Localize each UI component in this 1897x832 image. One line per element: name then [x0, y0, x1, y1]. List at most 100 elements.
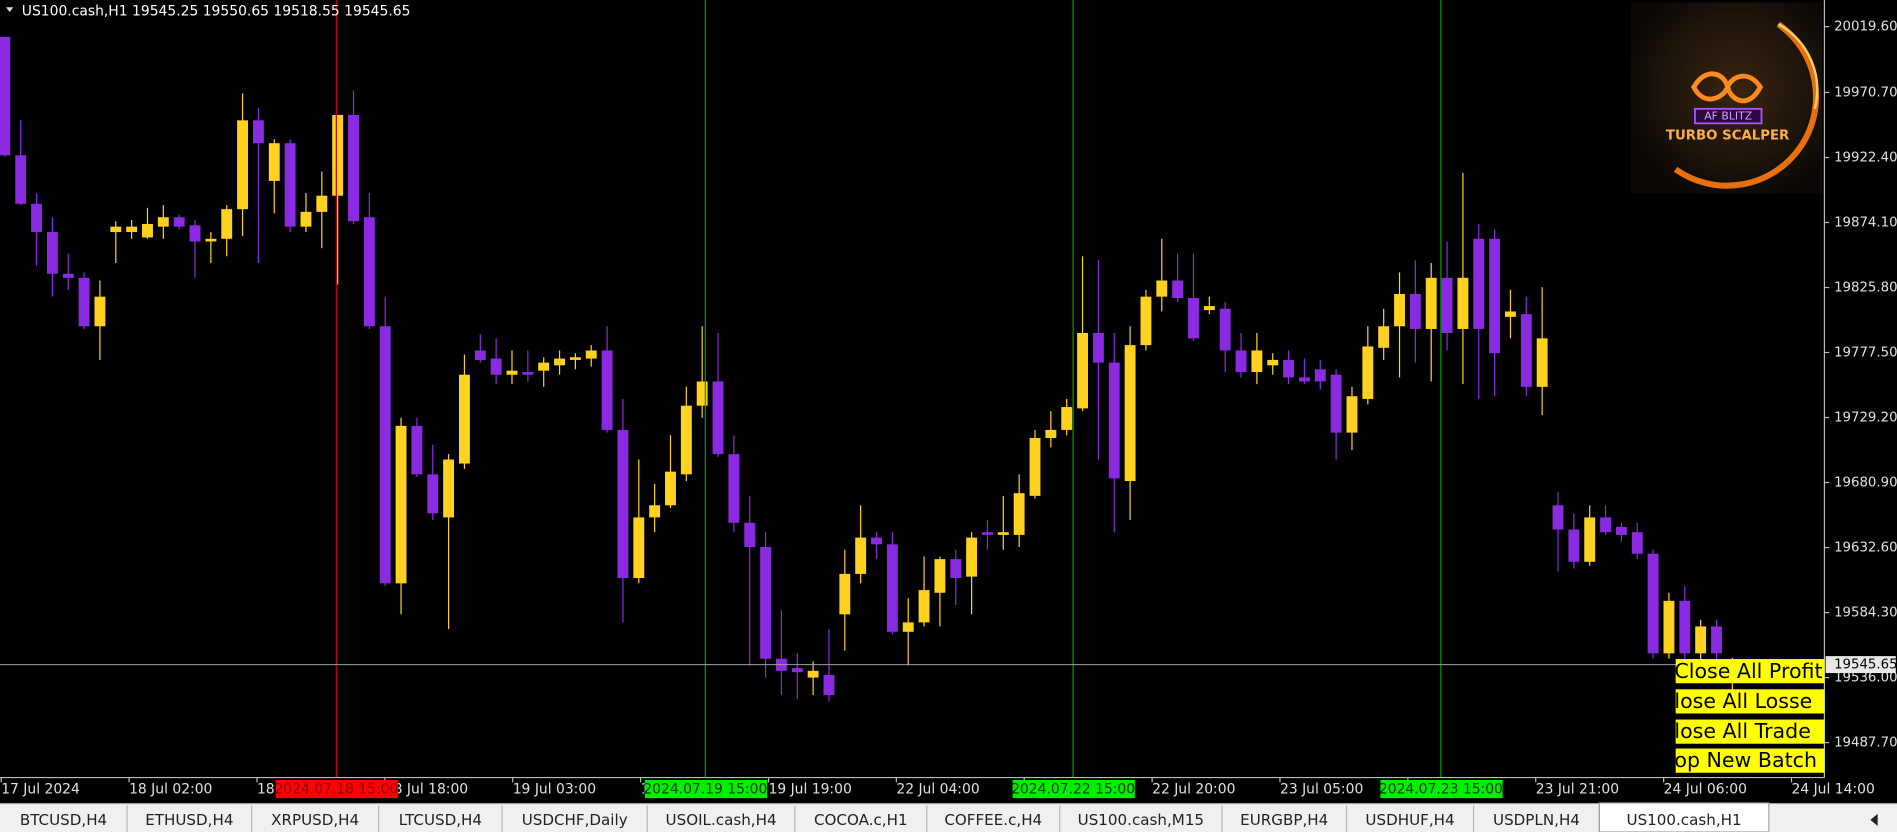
action-button[interactable] [1675, 719, 1825, 744]
action-button-label[interactable]: Close All Profit [1674, 659, 1823, 683]
logo: AF BLITZ TURBO SCALPER [1630, 2, 1822, 194]
logo-name: TURBO SCALPER [1666, 128, 1789, 143]
candle-body [760, 547, 772, 659]
logo-bg [1630, 2, 1822, 194]
candle-body [554, 358, 565, 366]
candle-body [1267, 359, 1279, 366]
candle-body [601, 350, 613, 430]
candle-body [934, 559, 946, 593]
candle-body [839, 573, 851, 615]
tab[interactable]: USOIL.cash,H4 [666, 811, 777, 829]
action-button-label[interactable]: lose All Trade [1674, 719, 1811, 743]
action-button[interactable] [1675, 689, 1825, 714]
candle-body [237, 120, 249, 210]
candle-body [807, 670, 819, 678]
candle-body [1663, 600, 1675, 654]
candle-body [696, 381, 708, 406]
candle-body [1092, 332, 1104, 363]
candle-body [1203, 306, 1215, 311]
candle-body [1457, 277, 1469, 329]
tab[interactable]: USDHUF,H4 [1365, 811, 1454, 829]
candle-body [823, 674, 835, 696]
candle-body [902, 622, 914, 632]
tab-bar [0, 802, 1897, 832]
candle-body [997, 532, 1009, 535]
candle-body [1140, 296, 1152, 346]
y-tick-label: 20019.60 [1834, 20, 1897, 35]
current-price-box [1825, 656, 1896, 674]
candle-body [617, 429, 629, 578]
candle-body [918, 590, 930, 623]
tab[interactable]: US100.cash,M15 [1078, 811, 1204, 829]
candle-body [379, 326, 391, 584]
tab-active[interactable]: US100.cash,H1 [1627, 811, 1742, 829]
x-tick-label: 17 Jul 2024 [1, 782, 80, 798]
tab[interactable]: BTCUSD,H4 [20, 811, 107, 829]
candle-body [110, 226, 122, 233]
action-button-label[interactable]: op New Batch [1674, 748, 1817, 772]
candle-body [1330, 374, 1342, 433]
candle-body [252, 120, 264, 144]
x-tick-label: 24 Jul 14:00 [1792, 782, 1875, 798]
candle-body [1473, 238, 1485, 329]
candle-body [205, 238, 217, 242]
candle-body [1584, 517, 1596, 562]
event-label-bg [644, 780, 768, 799]
candle-body [1283, 359, 1295, 378]
candle-body [791, 668, 803, 673]
candle-body [855, 537, 867, 574]
candle-body [1552, 505, 1564, 530]
candle-body [1409, 293, 1421, 329]
candle-body [1631, 532, 1643, 554]
tab[interactable]: LTCUSD,H4 [399, 811, 482, 829]
menu-triangle [6, 7, 14, 13]
tab-active-bg[interactable] [1598, 802, 1770, 832]
action-button-label[interactable]: lose All Losse [1674, 689, 1813, 713]
x-tick-label: 19 Jul 19:00 [768, 782, 851, 798]
candle-body [1346, 396, 1358, 433]
candle-body [1156, 280, 1168, 297]
candle-body [649, 505, 661, 518]
tab[interactable]: XRPUSD,H4 [271, 811, 359, 829]
logo-badge [1694, 107, 1763, 125]
candle-body [31, 203, 42, 233]
tab[interactable]: USDPLN,H4 [1493, 811, 1580, 829]
candle-body [1695, 626, 1707, 654]
candle-body [395, 425, 407, 584]
candle-body [1061, 407, 1073, 430]
candle-body [268, 143, 280, 181]
candle-body [1378, 326, 1390, 348]
candle-body [1711, 626, 1722, 654]
candle-body [332, 114, 344, 196]
tab[interactable]: COFFEE.c,H4 [944, 811, 1042, 829]
candle-body [1647, 553, 1659, 654]
candle-body [1425, 277, 1437, 329]
action-button[interactable] [1675, 659, 1825, 684]
candle-body [1013, 493, 1025, 535]
tab[interactable]: USDCHF,Daily [522, 811, 628, 829]
candle-body [78, 277, 90, 327]
y-tick-label: 19825.80 [1834, 281, 1897, 296]
candle-body [443, 459, 455, 518]
candle-body [1219, 308, 1231, 351]
tab[interactable]: ETHUSD,H4 [145, 811, 233, 829]
candle-body [1568, 529, 1580, 562]
y-tick-label: 19970.70 [1834, 85, 1897, 100]
candle-body [1235, 350, 1247, 373]
action-button[interactable] [1675, 748, 1825, 773]
x-tick-label: 22 Jul 20:00 [1152, 782, 1235, 798]
tab-scroll-arrow[interactable] [1870, 813, 1878, 826]
candle-body [1362, 346, 1374, 399]
button-panel: Close All Profit lose All Losse lose All T… [1674, 659, 1825, 773]
tab[interactable]: EURGBP,H4 [1240, 811, 1328, 829]
event-label: 2024.07.18 15:00 [274, 782, 398, 798]
y-tick-label: 19922.40 [1834, 150, 1897, 165]
x-tick-label: 22 Jul 04:00 [896, 782, 979, 798]
candle-body [982, 532, 993, 535]
candle-body [0, 36, 11, 156]
tab[interactable]: COCOA.c,H1 [814, 811, 908, 829]
candle-body [459, 374, 470, 464]
